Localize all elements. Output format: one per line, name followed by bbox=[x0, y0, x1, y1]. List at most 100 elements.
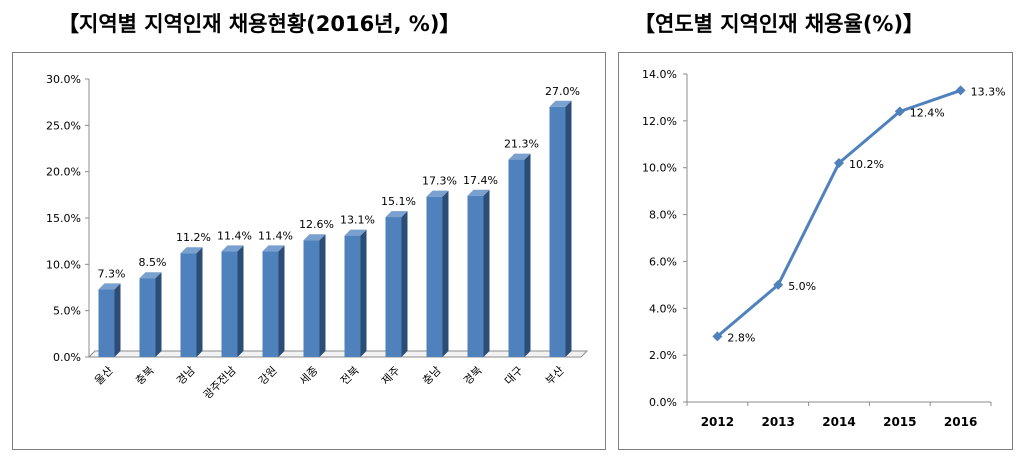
bar bbox=[549, 100, 572, 358]
x-category-label: 광주전남 bbox=[201, 364, 239, 402]
x-tick-label: 2015 bbox=[883, 415, 916, 429]
y-tick-label: 6.0% bbox=[649, 255, 677, 268]
bar bbox=[467, 189, 490, 357]
bar-side bbox=[237, 245, 244, 357]
bar-data-label: 11.2% bbox=[176, 231, 211, 244]
bar-side bbox=[360, 229, 367, 357]
bar-chart: 0.0% 5.0% 10.0% 15.0% 20.0% 25.0% 30.0% 7.3% 울산 8… bbox=[46, 73, 589, 402]
y-tick-label: 8.0% bbox=[649, 209, 677, 222]
x-tick-label: 2012 bbox=[701, 415, 734, 429]
bar-front bbox=[508, 159, 525, 357]
bar-top bbox=[98, 283, 121, 290]
y-tick-label: 15.0% bbox=[46, 212, 81, 225]
line-data-label: 13.3% bbox=[971, 85, 1006, 98]
bar bbox=[262, 245, 285, 357]
x-tick-label: 2014 bbox=[822, 415, 855, 429]
bar bbox=[508, 153, 531, 357]
bar bbox=[344, 229, 367, 357]
y-tick-label: 2.0% bbox=[649, 349, 677, 362]
data-point-marker bbox=[712, 331, 723, 342]
x-category-label: 제주 bbox=[379, 364, 403, 388]
series-line bbox=[716, 88, 962, 338]
bar-side bbox=[196, 247, 203, 357]
bar-top bbox=[180, 247, 203, 254]
bar-front bbox=[426, 196, 443, 357]
bar-floor bbox=[87, 350, 589, 358]
bar-data-label: 15.1% bbox=[381, 195, 416, 208]
bar-side bbox=[483, 189, 490, 357]
bar-top bbox=[139, 272, 162, 279]
bar bbox=[139, 272, 162, 357]
data-point-marker bbox=[955, 85, 966, 96]
x-category-label: 전북 bbox=[338, 364, 362, 388]
bar-data-label: 8.5% bbox=[139, 256, 167, 269]
bar-top bbox=[467, 189, 490, 196]
bar-side bbox=[401, 211, 408, 357]
bar-top bbox=[262, 245, 285, 252]
bar-front bbox=[344, 235, 361, 357]
x-category-label: 경남 bbox=[174, 364, 198, 388]
x-category-label: 경북 bbox=[461, 364, 485, 388]
y-tick-label: 20.0% bbox=[46, 166, 81, 179]
bar bbox=[426, 190, 449, 357]
bar-data-label: 11.4% bbox=[258, 229, 293, 242]
bar-front bbox=[139, 278, 156, 357]
bar-top bbox=[303, 234, 326, 241]
data-point-marker bbox=[894, 106, 905, 117]
data-point-marker bbox=[834, 158, 844, 169]
x-category-label: 충남 bbox=[420, 364, 444, 388]
bar-top bbox=[385, 211, 408, 218]
x-category-label: 세종 bbox=[297, 364, 321, 388]
x-tick-label: 2013 bbox=[761, 415, 794, 429]
bar bbox=[180, 247, 203, 357]
y-tick-label: 10.0% bbox=[642, 162, 677, 175]
bar-side bbox=[278, 245, 285, 357]
y-tick-label: 25.0% bbox=[46, 119, 81, 132]
bar-side bbox=[155, 272, 162, 357]
bar-side bbox=[319, 234, 326, 357]
y-tick-label: 0.0% bbox=[649, 396, 677, 409]
line-chart-frame: 0.0% 2.0% 4.0% 6.0% 8.0% 10.0% 12.0% 14.0% 2.8% 2… bbox=[618, 52, 1013, 450]
bar-chart-title: 【지역별 지역인재 채용현황(2016년, %)】 bbox=[58, 12, 461, 36]
y-tick-label: 14.0% bbox=[642, 68, 677, 81]
line-chart-title: 【연도별 지역인재 채용율(%)】 bbox=[634, 12, 925, 36]
x-category-label: 부산 bbox=[543, 364, 567, 388]
bar-data-label: 21.3% bbox=[504, 138, 539, 151]
line-data-label: 2.8% bbox=[727, 331, 755, 344]
bar-top bbox=[221, 245, 244, 252]
line-data-label: 12.4% bbox=[910, 106, 945, 119]
bar-side bbox=[565, 100, 572, 358]
bar-front bbox=[467, 195, 484, 357]
bar-chart-frame: 0.0% 5.0% 10.0% 15.0% 20.0% 25.0% 30.0% 7.3% 울산 8… bbox=[12, 52, 606, 450]
bar-data-label: 11.4% bbox=[217, 229, 252, 242]
bar-front bbox=[221, 251, 238, 357]
bar-data-label: 12.6% bbox=[299, 218, 334, 231]
bar-front bbox=[385, 217, 402, 357]
y-tick-label: 12.0% bbox=[642, 115, 677, 128]
x-category-label: 충북 bbox=[133, 364, 157, 388]
bar bbox=[98, 283, 121, 357]
bar bbox=[385, 211, 408, 357]
y-tick-label: 10.0% bbox=[46, 258, 81, 271]
x-tick-label: 2016 bbox=[944, 415, 977, 429]
bar bbox=[221, 245, 244, 357]
bar bbox=[303, 234, 326, 357]
bar-front bbox=[262, 251, 279, 357]
bar-data-label: 17.4% bbox=[463, 174, 498, 187]
bar-data-label: 27.0% bbox=[545, 85, 580, 98]
y-tick-label: 30.0% bbox=[46, 73, 81, 86]
y-tick-label: 0.0% bbox=[53, 351, 81, 364]
bar-top bbox=[549, 100, 572, 107]
bar-front bbox=[98, 289, 115, 357]
bar-side bbox=[114, 283, 121, 357]
line-chart: 0.0% 2.0% 4.0% 6.0% 8.0% 10.0% 12.0% 14.0% 2.8% 2… bbox=[642, 68, 1006, 429]
bar-data-label: 7.3% bbox=[98, 267, 126, 280]
bar-data-label: 17.3% bbox=[422, 175, 457, 188]
line-data-label: 10.2% bbox=[849, 158, 884, 171]
bar-data-label: 13.1% bbox=[340, 214, 375, 227]
bar-front bbox=[303, 240, 320, 357]
bar-front bbox=[549, 106, 566, 357]
bar-top bbox=[508, 153, 531, 160]
x-category-label: 대구 bbox=[502, 364, 526, 388]
bar-side bbox=[524, 153, 531, 357]
